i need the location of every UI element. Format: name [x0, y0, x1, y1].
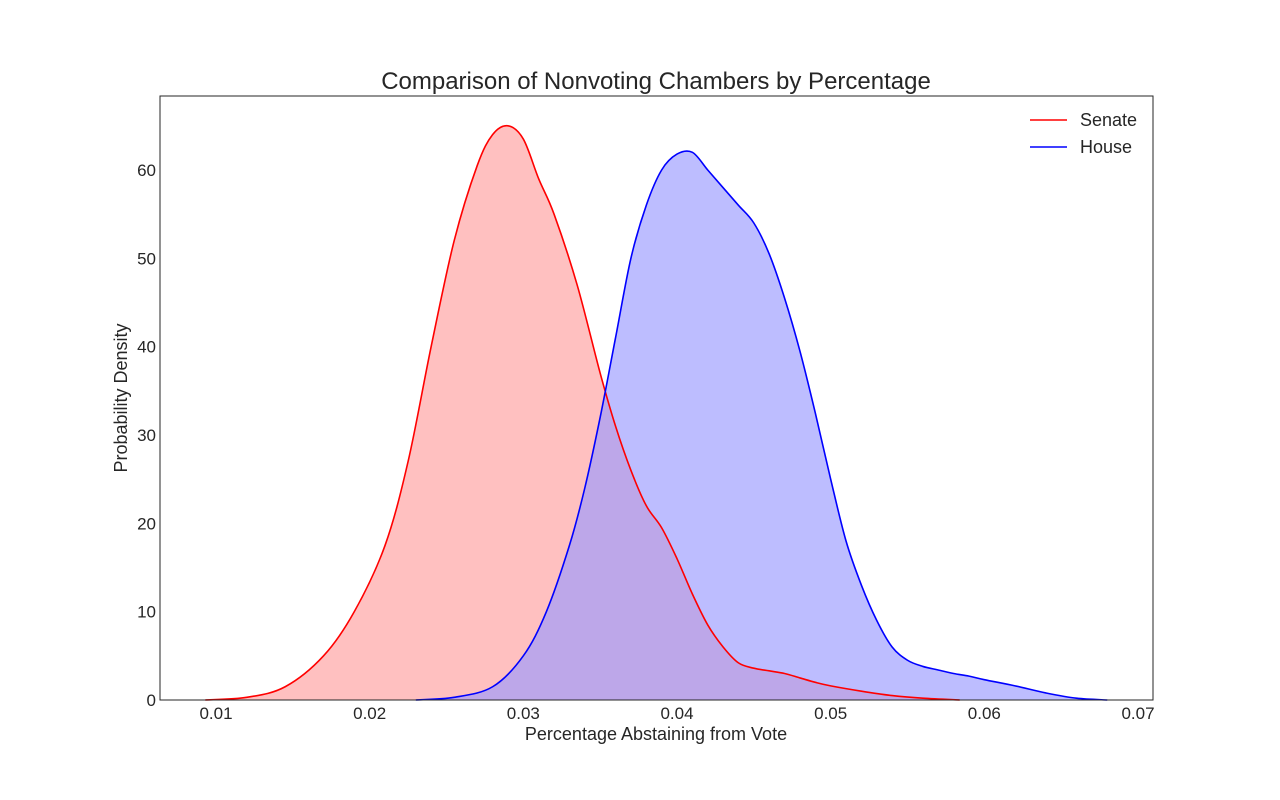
area-house [415, 150, 1108, 701]
y-tick-label: 0 [147, 691, 156, 710]
plot-area [205, 124, 1108, 701]
x-tick-label: 0.02 [353, 704, 386, 723]
y-tick-label: 40 [137, 338, 156, 357]
x-tick-label: 0.01 [199, 704, 232, 723]
x-tick-label: 0.06 [968, 704, 1001, 723]
plot-frame [159, 95, 1154, 701]
y-tick-label: 30 [137, 426, 156, 445]
area-senate [205, 125, 960, 701]
y-axis-label: Probability Density [111, 323, 131, 472]
y-tick-label: 10 [137, 603, 156, 622]
y-tick-label: 50 [137, 249, 156, 268]
line-house [415, 150, 1108, 701]
line-senate [205, 124, 960, 701]
chart-title: Comparison of Nonvoting Chambers by Perc… [381, 68, 931, 95]
x-axis-label: Percentage Abstaining from Vote [525, 724, 787, 744]
x-tick-label: 0.07 [1121, 704, 1154, 723]
x-tick-label: 0.03 [507, 704, 540, 723]
x-axis-ticks: 0.01 0.02 0.03 0.04 0.05 0.06 0.07 [199, 704, 1154, 723]
y-tick-label: 20 [137, 514, 156, 533]
legend-label-senate: Senate [1080, 110, 1137, 130]
y-tick-label: 60 [137, 161, 156, 180]
legend-label-house: House [1080, 137, 1132, 157]
x-tick-label: 0.04 [660, 704, 693, 723]
legend: Senate House [1030, 110, 1137, 157]
x-tick-label: 0.05 [814, 704, 847, 723]
y-axis-ticks: 0 10 20 30 40 50 60 [137, 161, 156, 710]
